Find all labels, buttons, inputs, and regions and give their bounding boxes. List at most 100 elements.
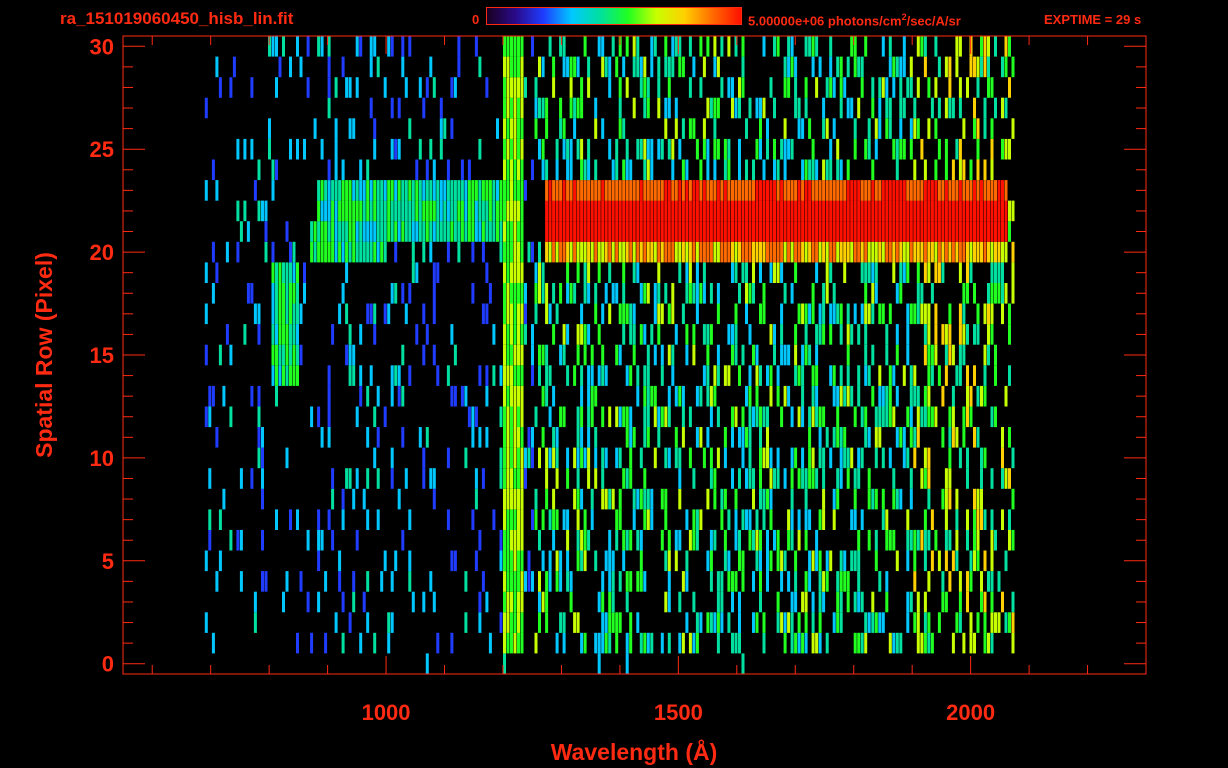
heatmap-cell <box>653 221 657 242</box>
heatmap-cell <box>973 118 976 139</box>
heatmap-cell <box>562 324 566 345</box>
heatmap-cell <box>994 365 997 386</box>
heatmap-cell <box>601 406 605 428</box>
heatmap-cell <box>503 509 506 530</box>
heatmap-cell <box>355 529 359 551</box>
heatmap-cell <box>832 200 836 222</box>
heatmap-cell <box>352 365 356 386</box>
heatmap-cell <box>562 612 566 633</box>
heatmap-cell <box>927 118 931 139</box>
heatmap-cell <box>825 550 829 572</box>
heatmap-cell <box>660 180 664 201</box>
heatmap-cell <box>909 241 913 263</box>
heatmap-cell <box>941 591 945 613</box>
heatmap-cell <box>741 221 745 242</box>
heatmap-cell <box>885 385 889 407</box>
heatmap-cell <box>860 77 864 98</box>
heatmap-cell <box>787 385 791 407</box>
heatmap-cell <box>513 138 517 160</box>
heatmap-cell <box>345 468 349 489</box>
heatmap-cell <box>906 77 910 98</box>
heatmap-cell <box>871 241 875 263</box>
heatmap-cell <box>790 138 794 160</box>
heatmap-cell <box>843 200 847 222</box>
heatmap-cell <box>885 118 889 139</box>
heatmap-cell <box>594 97 598 119</box>
heatmap-cell <box>685 571 689 592</box>
heatmap-cell <box>317 241 321 263</box>
heatmap-cell <box>888 303 892 325</box>
heatmap-cell <box>678 138 682 160</box>
heatmap-cell <box>320 200 324 222</box>
heatmap-cell <box>695 529 699 551</box>
heatmap-cell <box>460 200 464 222</box>
heatmap-cell <box>580 200 584 222</box>
heatmap-cell <box>794 200 798 222</box>
heatmap-cell <box>485 385 489 407</box>
heatmap-cell <box>857 571 861 592</box>
heatmap-cell <box>867 200 871 222</box>
heatmap-cell <box>411 241 415 263</box>
heatmap-cell <box>909 118 913 139</box>
heatmap-cell <box>734 241 738 263</box>
heatmap-cell <box>909 77 913 98</box>
heatmap-cell <box>341 509 345 530</box>
heatmap-cell <box>527 550 531 572</box>
heatmap-cell <box>587 324 591 345</box>
heatmap-cell <box>916 77 920 98</box>
heatmap-cell <box>773 97 776 119</box>
heatmap-cell <box>261 447 264 469</box>
heatmap-cell <box>517 468 520 489</box>
heatmap-cell <box>920 529 924 551</box>
heatmap-cell <box>983 97 987 119</box>
heatmap-cell <box>695 241 699 263</box>
heatmap-cell <box>324 200 328 222</box>
heatmap-cell <box>906 324 910 345</box>
heatmap-cell <box>632 36 636 57</box>
heatmap-cell <box>857 529 861 551</box>
heatmap-cell <box>923 180 927 201</box>
heatmap-cell <box>902 365 906 386</box>
heatmap-cell <box>573 241 577 263</box>
heatmap-cell <box>948 56 952 78</box>
heatmap-cell <box>474 550 478 572</box>
heatmap-cell <box>425 221 429 242</box>
heatmap-cell <box>994 200 997 222</box>
heatmap-cell <box>962 632 966 654</box>
heatmap-cell <box>759 550 762 572</box>
heatmap-cell <box>927 632 931 654</box>
heatmap-cell <box>429 56 433 78</box>
heatmap-cell <box>850 324 854 345</box>
heatmap-cell <box>930 200 934 222</box>
heatmap-cell <box>485 591 489 613</box>
heatmap-cell <box>625 159 629 181</box>
heatmap-cell <box>706 488 710 510</box>
heatmap-cell <box>604 447 608 469</box>
heatmap-cell <box>804 632 808 654</box>
heatmap-cell <box>867 138 871 160</box>
heatmap-cell <box>597 262 601 283</box>
heatmap-cell <box>987 221 990 242</box>
heatmap-cell <box>769 365 773 386</box>
heatmap-cell <box>990 324 994 345</box>
heatmap-cell <box>506 344 510 366</box>
heatmap-cell <box>913 200 917 222</box>
heatmap-cell <box>348 180 352 201</box>
heatmap-cell <box>794 365 798 386</box>
heatmap-cell <box>738 97 741 119</box>
heatmap-cell <box>429 180 433 201</box>
heatmap-cell <box>801 365 805 386</box>
heatmap-cell <box>787 612 791 633</box>
heatmap-cell <box>629 180 633 201</box>
heatmap-cell <box>636 571 640 592</box>
heatmap-cell <box>576 138 580 160</box>
heatmap-cell <box>359 324 363 345</box>
heatmap-cell <box>625 468 629 489</box>
heatmap-cell <box>366 241 370 263</box>
heatmap-cell <box>376 468 380 489</box>
heatmap-cell <box>920 468 924 489</box>
heatmap-cell <box>955 180 959 201</box>
heatmap-cell <box>443 180 447 201</box>
heatmap-cell <box>846 571 850 592</box>
heatmap-cell <box>657 283 661 304</box>
